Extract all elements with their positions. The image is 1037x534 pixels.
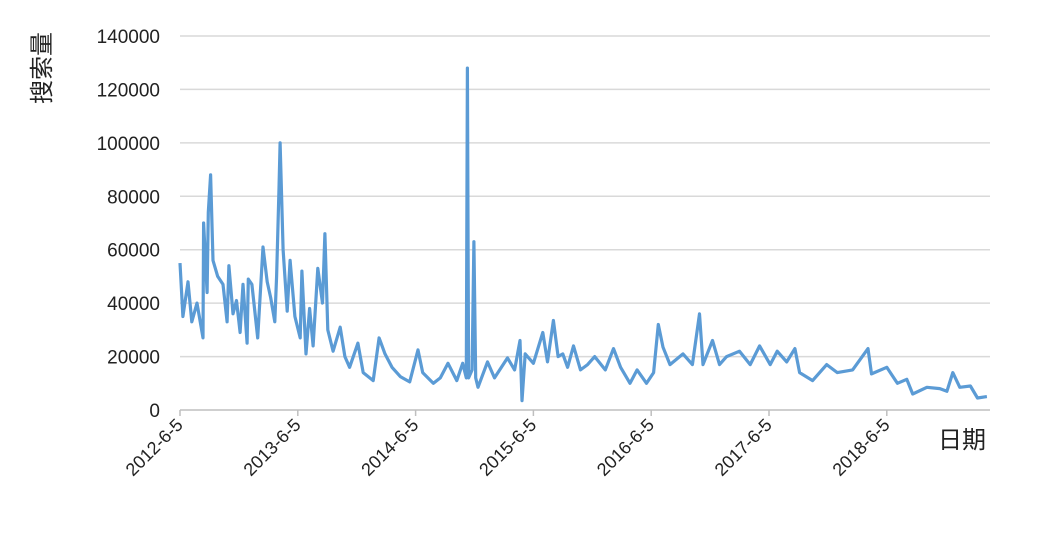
- y-tick-label: 80000: [107, 187, 160, 208]
- y-tick-label: 120000: [97, 80, 160, 101]
- y-tick-label: 60000: [107, 241, 160, 262]
- x-tick-label: 2017-6-5: [711, 415, 776, 480]
- x-tick-label: 2012-6-5: [122, 415, 187, 480]
- y-tick-label: 40000: [107, 294, 160, 315]
- y-tick-label: 100000: [97, 134, 160, 155]
- y-tick-label: 0: [149, 401, 160, 422]
- x-axis: 2012-6-5 2013-6-5 2014-6-5 2015-6-5 2016-6-5…: [122, 409, 990, 480]
- x-tick-label: 2014-6-5: [357, 415, 422, 480]
- x-tick-label: 2018-6-5: [829, 415, 894, 480]
- y-axis-title: 搜索量: [29, 32, 56, 104]
- x-axis-title: 日期: [938, 427, 986, 454]
- series-lines: [178, 66, 988, 403]
- y-tick-label: 140000: [97, 27, 160, 48]
- x-tick-label: 2015-6-5: [475, 415, 540, 480]
- series-line: [178, 66, 988, 403]
- y-axis-tick-labels: 0 20000 40000 60000 80000 100000 120000 140000: [97, 27, 160, 422]
- x-tick-label: 2013-6-5: [240, 415, 305, 480]
- y-tick-label: 20000: [107, 348, 160, 369]
- x-tick-label: 2016-6-5: [593, 415, 658, 480]
